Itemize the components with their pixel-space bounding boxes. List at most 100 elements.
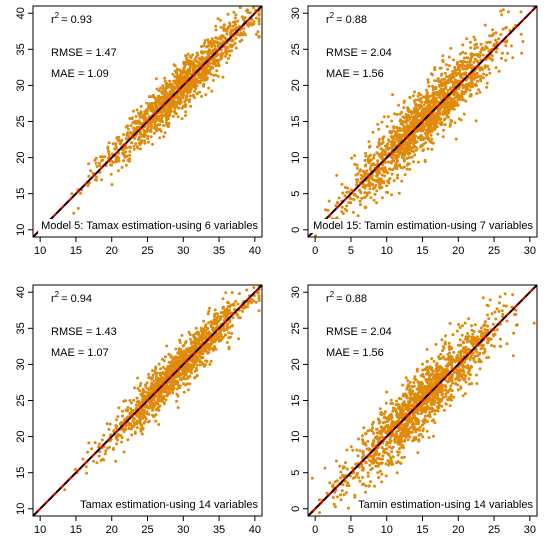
scatter-point [110, 183, 114, 186]
scatter-point [345, 204, 349, 208]
scatter-point [471, 85, 475, 89]
scatter-point [487, 40, 491, 44]
scatter-point [224, 48, 228, 52]
scatter-point [130, 116, 134, 120]
scatter-point [419, 126, 423, 130]
scatter-point [149, 135, 153, 139]
scatter-point [185, 98, 189, 102]
scatter-point [499, 9, 503, 13]
scatter-point [176, 100, 180, 104]
scatter-point [214, 24, 218, 28]
scatter-point [428, 129, 432, 133]
scatter-point [390, 142, 394, 146]
mae-label: MAE = 1.09 [51, 68, 109, 80]
scatter-point [310, 476, 314, 480]
scatter-point [449, 46, 453, 50]
scatter-point [204, 66, 208, 70]
scatter-point [219, 18, 222, 22]
scatter-point [186, 91, 190, 95]
scatter-point [468, 40, 472, 44]
scatter-point [140, 399, 144, 403]
one-to-one-line [33, 285, 262, 516]
scatter-point [503, 292, 507, 296]
scatter-point [133, 430, 137, 434]
scatter-point [95, 461, 99, 465]
scatter-point [258, 270, 261, 273]
scatter-point [172, 383, 176, 387]
scatter-point [475, 59, 478, 63]
scatter-point [499, 33, 503, 37]
scatter-point [333, 480, 337, 484]
scatter-point [160, 399, 164, 403]
scatter-point [438, 66, 442, 70]
scatter-point [206, 312, 210, 316]
scatter-point [412, 99, 416, 103]
scatter-point [167, 105, 171, 109]
scatter-point [462, 92, 466, 96]
scatter-point [206, 71, 210, 75]
scatter-point [185, 59, 189, 63]
scatter-point [180, 117, 184, 121]
scatter-point [485, 73, 488, 77]
scatter-point [505, 319, 509, 323]
scatter-point [118, 422, 122, 426]
scatter-point [421, 429, 425, 433]
scatter-point [208, 306, 212, 310]
scatter-point [189, 88, 193, 91]
scatter-point [209, 51, 213, 55]
scatter-point [158, 136, 162, 140]
scatter-point [519, 32, 523, 36]
scatter-point [248, 11, 252, 15]
scatter-point [448, 322, 452, 325]
y-tick-label: 25 [15, 394, 27, 406]
scatter-point [173, 64, 177, 68]
scatter-point [430, 128, 434, 132]
scatter-point [165, 344, 169, 348]
scatter-point [93, 441, 97, 445]
scatter-point [208, 67, 212, 71]
scatter-point [186, 62, 189, 66]
scatter-point [441, 54, 445, 58]
scatter-point [135, 126, 139, 129]
scatter-point [429, 120, 433, 123]
scatter-point [382, 181, 386, 185]
scatter-point [211, 78, 215, 82]
x-tick-label: 40 [249, 245, 261, 257]
scatter-point [464, 67, 468, 71]
scatter-point [221, 306, 225, 310]
scatter-point [100, 438, 104, 442]
scatter-point [136, 376, 140, 380]
scatter-point [481, 53, 485, 57]
scatter-point [168, 79, 172, 83]
scatter-point [415, 369, 419, 373]
scatter-point [458, 64, 462, 68]
scatter-point [139, 130, 142, 134]
scatter-point [367, 182, 371, 185]
scatter-point [356, 214, 360, 218]
scatter-point [427, 84, 431, 88]
scatter-point [204, 93, 208, 97]
scatter-point [483, 23, 487, 27]
scatter-point [421, 362, 424, 366]
scatter-point [457, 79, 461, 83]
scatter-point [371, 130, 375, 134]
scatter-point [462, 112, 466, 116]
scatter-point [76, 206, 80, 210]
scatter-point [143, 117, 147, 121]
scatter-point [407, 107, 411, 111]
scatter-point [392, 142, 396, 146]
scatter-point [161, 84, 165, 88]
scatter-point [160, 110, 164, 114]
scatter-point [458, 326, 462, 330]
scatter-point [240, 15, 244, 19]
scatter-point [204, 336, 207, 340]
scatter-point [176, 355, 180, 359]
scatter-point [138, 135, 142, 139]
scatter-point [221, 297, 225, 301]
scatter-point [256, 30, 260, 34]
scatter-point [363, 174, 367, 177]
scatter-point [374, 464, 378, 468]
scatter-point [433, 127, 437, 131]
scatter-point [366, 439, 370, 443]
scatter-point [372, 153, 376, 157]
